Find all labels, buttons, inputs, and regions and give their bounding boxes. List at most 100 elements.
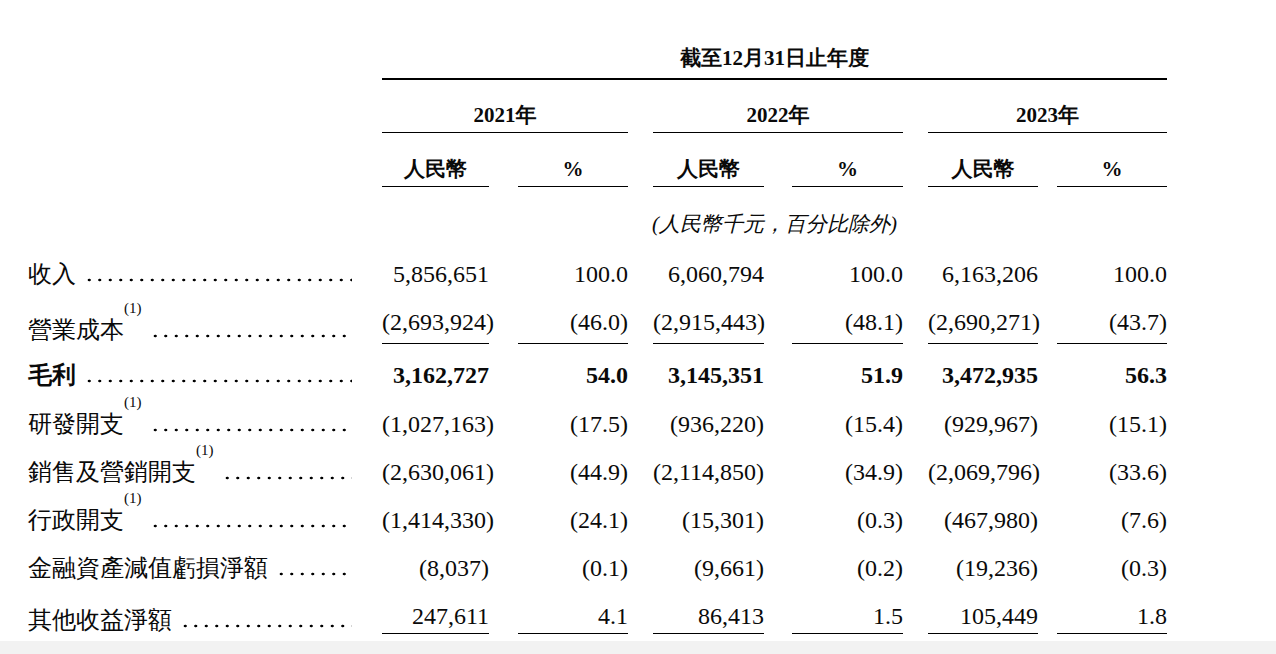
cell-value: (2,114,850) xyxy=(628,448,764,496)
table-row-other-gains-net: 其他收益淨額 247,611 4.1 86,413 1.5 105,449 1.… xyxy=(28,592,1167,634)
cell-value: (2,915,443) xyxy=(628,298,764,344)
year-header-2022: 2022年 xyxy=(628,79,903,133)
period-title: 截至12月31日止年度 xyxy=(382,0,1167,79)
row-label-cell: 其他收益淨額 xyxy=(28,592,382,634)
table-row-administrative-expenses: 行政開支(1) (1,414,330) (24.1) (15,301) (0.3… xyxy=(28,496,1167,544)
cell-value: 6,060,794 xyxy=(628,250,764,298)
cell-value: (2,630,061) xyxy=(382,448,489,496)
currency-header: 人民幣 xyxy=(382,133,489,187)
cell-value: 51.9 xyxy=(764,344,903,400)
footnote-marker: (1) xyxy=(124,498,142,526)
cell-value: 5,856,651 xyxy=(382,250,489,298)
row-label: 毛利 xyxy=(28,361,76,389)
cell-value: 3,162,727 xyxy=(382,344,489,400)
cell-value: (48.1) xyxy=(764,298,903,344)
cell-value: (929,967) xyxy=(903,400,1038,448)
year-header-2023: 2023年 xyxy=(903,79,1167,133)
year-header-row: 2021年 2022年 2023年 xyxy=(28,79,1167,133)
units-note: (人民幣千元，百分比除外) xyxy=(382,187,1167,250)
cell-value: 100.0 xyxy=(489,250,628,298)
currency-header: 人民幣 xyxy=(628,133,764,187)
cell-value: (15.4) xyxy=(764,400,903,448)
cell-value: (15,301) xyxy=(628,496,764,544)
subheader-row: 人民幣 % 人民幣 % 人民幣 % xyxy=(28,133,1167,187)
currency-header: 人民幣 xyxy=(903,133,1038,187)
cell-value: (2,069,796) xyxy=(903,448,1038,496)
row-label-cell: 營業成本(1) xyxy=(28,298,382,344)
cell-value: 56.3 xyxy=(1038,344,1167,400)
cell-value: (8,037) xyxy=(382,544,489,592)
year-label: 2021年 xyxy=(382,104,628,133)
footnote-marker: (1) xyxy=(124,308,142,336)
table-row-rd-expenses: 研發開支(1) (1,027,163) (17.5) (936,220) (15… xyxy=(28,400,1167,448)
table-row-cost-of-sales: 營業成本(1) (2,693,924) (46.0) (2,915,443) (… xyxy=(28,298,1167,344)
cell-value: (936,220) xyxy=(628,400,764,448)
cell-value: (1,027,163) xyxy=(382,400,489,448)
spacer-cell xyxy=(28,133,382,187)
cell-value: (43.7) xyxy=(1038,298,1167,344)
cell-value: (46.0) xyxy=(489,298,628,344)
cell-value: 4.1 xyxy=(489,592,628,634)
dot-leader xyxy=(150,506,353,534)
cell-value: 3,472,935 xyxy=(903,344,1038,400)
cell-value: (0.2) xyxy=(764,544,903,592)
cell-value: 100.0 xyxy=(1038,250,1167,298)
period-header-row: 截至12月31日止年度 xyxy=(28,0,1167,79)
dot-leader xyxy=(150,410,353,438)
row-label-cell: 收入 xyxy=(28,250,382,298)
cell-value: 6,163,206 xyxy=(903,250,1038,298)
row-label: 研發開支 xyxy=(28,410,124,438)
year-header-2021: 2021年 xyxy=(382,79,628,133)
cell-value: (467,980) xyxy=(903,496,1038,544)
cell-value: 3,145,351 xyxy=(628,344,764,400)
dot-leader xyxy=(276,554,352,582)
cell-value: (7.6) xyxy=(1038,496,1167,544)
row-label: 金融資產減值虧損淨額 xyxy=(28,554,268,582)
table-row-impairment-losses: 金融資產減值虧損淨額 (8,037) (0.1) (9,661) (0.2) (… xyxy=(28,544,1167,592)
year-label: 2022年 xyxy=(653,104,903,133)
cell-value: (44.9) xyxy=(489,448,628,496)
row-label: 銷售及營銷開支 xyxy=(28,458,196,486)
dot-leader xyxy=(222,458,353,486)
row-label-cell: 毛利 xyxy=(28,344,382,400)
cell-value: (0.3) xyxy=(764,496,903,544)
cell-value: (1,414,330) xyxy=(382,496,489,544)
cell-value: 1.5 xyxy=(764,592,903,634)
row-label-cell: 行政開支(1) xyxy=(28,496,382,544)
cell-value: 100.0 xyxy=(764,250,903,298)
footnote-marker: (1) xyxy=(124,402,142,430)
year-label: 2023年 xyxy=(928,104,1167,133)
dot-leader xyxy=(84,260,352,288)
percent-header: % xyxy=(764,133,903,187)
cell-value: 86,413 xyxy=(628,592,764,634)
row-label-cell: 金融資產減值虧損淨額 xyxy=(28,544,382,592)
spacer-cell xyxy=(28,187,382,250)
row-label: 行政開支 xyxy=(28,506,124,534)
dot-leader xyxy=(84,361,352,389)
row-label-cell: 研發開支(1) xyxy=(28,400,382,448)
cell-value: (9,661) xyxy=(628,544,764,592)
cell-value: 247,611 xyxy=(382,592,489,634)
dot-leader xyxy=(150,316,353,344)
footnote-marker: (1) xyxy=(196,450,214,478)
cell-value: (34.9) xyxy=(764,448,903,496)
table-row-revenue: 收入 5,856,651 100.0 6,060,794 100.0 6,163… xyxy=(28,250,1167,298)
cell-value: 105,449 xyxy=(903,592,1038,634)
cell-value: 54.0 xyxy=(489,344,628,400)
cell-value: (0.3) xyxy=(1038,544,1167,592)
cell-value: (17.5) xyxy=(489,400,628,448)
percent-header: % xyxy=(1038,133,1167,187)
cell-value: (15.1) xyxy=(1038,400,1167,448)
row-label-cell: 銷售及營銷開支(1) xyxy=(28,448,382,496)
spacer-cell xyxy=(28,0,382,79)
cell-value: (24.1) xyxy=(489,496,628,544)
units-note-row: (人民幣千元，百分比除外) xyxy=(28,187,1167,250)
spacer-cell xyxy=(28,79,382,133)
row-label: 收入 xyxy=(28,260,76,288)
financial-table: 截至12月31日止年度 2021年 2022年 2023年 人民幣 % 人民幣 … xyxy=(28,0,1167,634)
cell-value: (2,693,924) xyxy=(382,298,489,344)
cell-value: (19,236) xyxy=(903,544,1038,592)
percent-header: % xyxy=(489,133,628,187)
page-bottom-edge xyxy=(0,641,1276,654)
table-row-selling-marketing-expenses: 銷售及營銷開支(1) (2,630,061) (44.9) (2,114,850… xyxy=(28,448,1167,496)
